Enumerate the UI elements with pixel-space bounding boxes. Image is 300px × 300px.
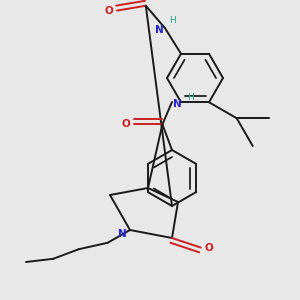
Text: H: H <box>169 16 176 25</box>
Text: N: N <box>172 99 182 109</box>
Text: O: O <box>121 119 130 129</box>
Text: O: O <box>105 6 113 16</box>
Text: N: N <box>154 25 164 35</box>
Text: O: O <box>204 243 213 253</box>
Text: N: N <box>118 229 126 239</box>
Text: H: H <box>187 92 194 101</box>
